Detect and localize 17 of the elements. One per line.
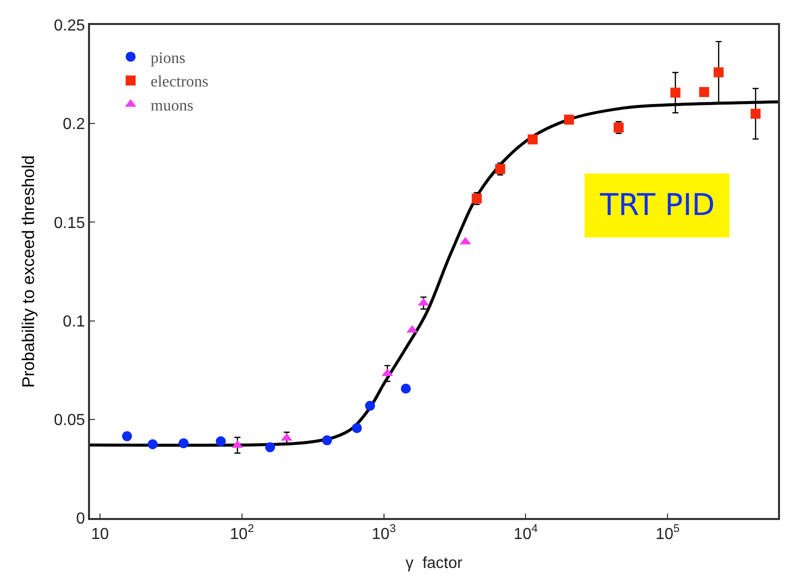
x-tick-label: 10$^{5}$ — [656, 523, 680, 543]
x-axis-title: γ factor — [406, 555, 464, 572]
legend-label: pions — [150, 50, 186, 67]
legend-label: muons — [150, 98, 194, 115]
x-tick-label: 10$^{3}$ — [372, 523, 396, 543]
x-tick-label: 10$^{2}$ — [230, 523, 254, 543]
y-tick-label: 0.2 — [62, 116, 86, 134]
y-tick-label: 0.25 — [54, 18, 86, 35]
y-tick-label: 0.05 — [54, 412, 86, 429]
y-tick-label: 0.15 — [54, 214, 86, 232]
legend-label: electrons — [150, 74, 208, 91]
x-tick-label: 10 — [91, 526, 110, 543]
y-tick-label: 0 — [76, 510, 86, 528]
x-tick-label: 10$^{4}$ — [514, 523, 538, 543]
annotation: TRT PID — [599, 188, 715, 223]
y-tick-label: 0.1 — [62, 313, 86, 330]
y-axis-title: Probability to exceed threshold — [18, 155, 38, 388]
